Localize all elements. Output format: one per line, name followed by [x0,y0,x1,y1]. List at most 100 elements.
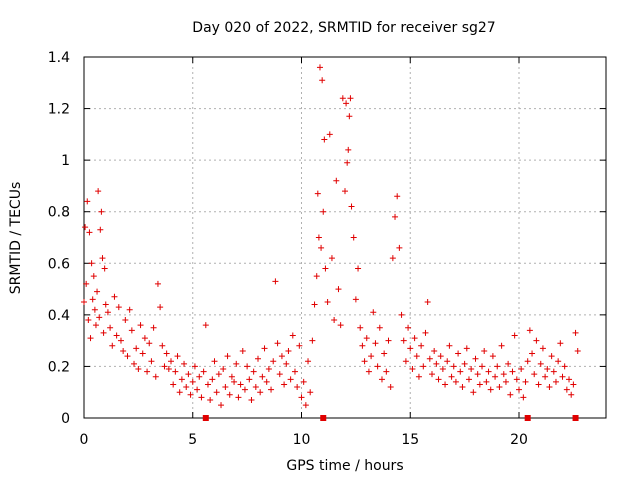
data-point [470,389,477,396]
data-point [343,100,350,107]
data-point [92,322,99,329]
data-point [115,304,122,311]
data-point [131,360,138,367]
data-point [95,188,102,195]
data-point [481,347,488,354]
data-point [98,208,105,215]
data-point [322,265,329,272]
data-point [344,159,351,166]
data-point [468,366,475,373]
grid-lines [84,57,606,418]
baseline-marker [320,415,327,421]
data-point [383,368,390,375]
data-point [552,378,559,385]
data-point [555,358,562,365]
data-point [511,332,518,339]
data-point [126,306,133,313]
data-point [163,350,170,357]
data-point [218,402,225,409]
data-point [137,322,144,329]
x-axis-label: GPS time / hours [286,458,403,474]
data-point [81,298,87,305]
data-point [374,363,381,370]
baseline-marker [524,415,531,421]
data-point [88,260,95,267]
data-point [485,368,492,375]
data-point [305,358,312,365]
data-point [413,353,420,360]
data-point [89,296,96,303]
data-point [248,396,255,403]
y-tick-label: 0.8 [48,205,70,221]
data-point [516,386,522,393]
data-point [563,386,570,393]
data-point [520,394,527,401]
data-point [328,255,335,262]
data-point [321,136,328,143]
data-point [394,193,401,200]
data-point [246,376,253,383]
data-point [124,353,131,360]
data-point [342,188,348,195]
data-point [133,345,140,352]
data-point [99,255,106,262]
plot-frame [83,56,607,419]
data-point [333,177,340,184]
data-point [276,371,283,378]
data-point [331,317,338,324]
data-point [183,384,190,391]
data-point [457,368,464,375]
data-point [278,353,285,360]
data-point [418,342,425,349]
data-point [84,198,91,205]
data-point [226,391,233,398]
data-point [566,376,573,383]
data-point [209,376,216,383]
data-point [213,389,220,396]
data-point [450,363,457,370]
data-point [429,371,435,378]
data-point [285,347,292,354]
data-point [396,244,403,251]
data-point [82,224,89,231]
data-point [178,376,185,383]
data-point [381,350,388,357]
data-point [239,347,246,354]
y-axis-label: SRMTID / TECUs [8,182,24,295]
y-tick-label: 1 [61,153,70,169]
data-point [437,353,444,360]
data-point [378,376,385,383]
data-point [513,376,520,383]
data-point [196,373,203,380]
data-point [502,378,509,385]
data-point [505,360,512,367]
data-point [533,337,540,344]
data-point [368,353,375,360]
data-point [568,391,575,398]
x-tick-label: 10 [293,432,311,448]
baseline-marker [572,415,579,421]
data-point [117,337,124,344]
data-point [546,384,553,391]
x-tick-label: 20 [510,432,528,448]
data-point [359,342,366,349]
data-point [420,363,427,370]
data-point [152,373,159,380]
data-point [100,329,107,336]
data-point [389,255,396,262]
data-point [398,311,405,318]
data-point [544,366,551,373]
data-point [363,335,370,342]
data-point [128,327,135,334]
data-point [187,391,194,398]
data-point [255,355,261,362]
data-point [200,368,207,375]
data-point [376,324,383,331]
y-tick-label: 0.6 [48,256,70,272]
data-point [522,378,529,385]
data-point [268,386,275,393]
data-point [85,317,92,324]
data-point [307,389,314,396]
data-point [313,273,320,280]
data-point [476,381,483,388]
